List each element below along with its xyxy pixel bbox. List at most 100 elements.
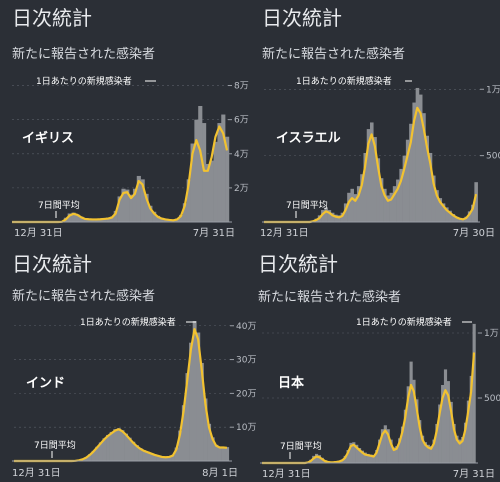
daily-bar xyxy=(117,196,122,222)
peak-annotation: 1日あたりの新規感染者 xyxy=(356,316,452,328)
daily-bar xyxy=(423,442,428,463)
x-start-label: 12月 31日 xyxy=(12,467,61,479)
daily-bar xyxy=(400,426,405,463)
daily-bar xyxy=(210,437,215,461)
daily-bar xyxy=(142,450,147,461)
daily-bar xyxy=(392,186,397,222)
daily-bar xyxy=(461,437,465,463)
daily-bar xyxy=(209,160,214,222)
daily-bar xyxy=(182,203,187,222)
daily-bar xyxy=(389,439,393,463)
daily-bar xyxy=(347,192,351,222)
peak-annotation: 1日あたりの新規感染者 xyxy=(296,75,392,87)
daily-bar xyxy=(380,429,385,463)
daily-bar xyxy=(402,155,407,222)
daily-bar xyxy=(452,424,456,463)
daily-bar xyxy=(431,175,436,222)
y-tick-label: 6万 xyxy=(234,116,249,126)
daily-bar xyxy=(196,332,201,461)
y-tick-label: 40万 xyxy=(236,322,256,332)
daily-bar xyxy=(412,102,416,222)
daily-bar xyxy=(406,386,410,463)
daily-bar xyxy=(83,218,88,222)
country-label: 日本 xyxy=(278,375,304,391)
daily-bar xyxy=(356,186,361,222)
daily-bar xyxy=(425,135,430,222)
daily-bar xyxy=(438,404,442,463)
average-label: 7日間平均 xyxy=(34,439,76,451)
chart-subtitle: 新たに報告された感染者 xyxy=(262,46,405,62)
y-tick-label: 4万 xyxy=(234,150,249,160)
daily-bar xyxy=(189,342,193,461)
daily-bar xyxy=(315,453,319,463)
daily-bar xyxy=(403,409,407,463)
daily-bar xyxy=(185,373,190,461)
daily-bar xyxy=(132,188,138,222)
daily-bar xyxy=(376,158,381,222)
daily-bar xyxy=(396,179,400,222)
daily-bar xyxy=(467,211,472,222)
daily-bar xyxy=(369,454,373,463)
daily-bar xyxy=(144,193,149,222)
daily-bar xyxy=(152,211,157,222)
daily-bar xyxy=(324,207,328,222)
daily-bars xyxy=(311,87,478,222)
daily-bar xyxy=(213,141,218,222)
y-tick-label: 1万 xyxy=(484,329,499,339)
daily-bar xyxy=(412,379,416,463)
daily-bar xyxy=(205,164,211,222)
daily-bar xyxy=(472,323,476,463)
daily-bar xyxy=(415,399,419,463)
daily-bar xyxy=(432,439,436,463)
daily-bar xyxy=(109,216,115,222)
daily-bar xyxy=(451,214,456,222)
chart-title: 日次統計 xyxy=(262,6,342,30)
panel-japan: 日次統計 新たに報告された感染者 5000 1万 日本 1日あたりの新規感染者 7… xyxy=(250,241,500,482)
x-end-label: 8月 1日 xyxy=(202,467,238,479)
grid-and-y-ticks: 5000 1万 xyxy=(262,329,500,404)
daily-bar xyxy=(330,212,335,222)
daily-bar xyxy=(426,444,430,463)
daily-bar xyxy=(202,123,207,222)
daily-bar xyxy=(375,450,379,463)
daily-bar xyxy=(405,139,410,222)
daily-bar xyxy=(360,174,364,222)
daily-bar xyxy=(156,455,161,461)
y-tick-label: 5000 xyxy=(484,394,500,404)
y-tick-label: 8万 xyxy=(234,82,249,92)
daily-bar xyxy=(194,119,199,222)
daily-bar xyxy=(418,420,422,463)
israel-chart: 日次統計 新たに報告された感染者 5000 1万 イスラエル 1日あたりの新規感染… xyxy=(260,6,500,239)
daily-bar xyxy=(321,210,325,222)
daily-bar xyxy=(422,113,426,222)
average-label: 7日間平均 xyxy=(280,440,322,452)
chart-subtitle: 新たに報告された感染者 xyxy=(12,46,155,62)
daily-bar xyxy=(221,114,226,222)
daily-bar xyxy=(127,437,132,461)
peak-annotation: 1日あたりの新規感染者 xyxy=(36,75,132,87)
daily-bar xyxy=(373,137,377,222)
daily-bar xyxy=(474,182,478,222)
daily-bar xyxy=(378,439,382,463)
daily-bar xyxy=(214,444,219,461)
chart-title: 日次統計 xyxy=(258,252,338,276)
daily-bar xyxy=(113,210,118,222)
daily-bar xyxy=(395,446,399,463)
daily-bar xyxy=(435,190,439,222)
country-label: イスラエル xyxy=(276,131,341,146)
daily-bar xyxy=(327,210,332,222)
daily-bar xyxy=(102,218,107,222)
daily-bars xyxy=(59,106,230,222)
daily-bar xyxy=(91,450,96,461)
daily-bar xyxy=(429,446,433,463)
daily-bar xyxy=(346,450,350,463)
daily-bar xyxy=(167,456,172,461)
daily-bar xyxy=(383,425,387,463)
daily-bar xyxy=(124,433,129,461)
daily-bar xyxy=(383,188,387,222)
x-end-label: 7月 31日 xyxy=(453,468,495,480)
daily-bar xyxy=(399,168,403,222)
y-tick-label: 2万 xyxy=(234,184,249,194)
daily-bar xyxy=(389,192,394,222)
daily-bar xyxy=(334,214,338,222)
